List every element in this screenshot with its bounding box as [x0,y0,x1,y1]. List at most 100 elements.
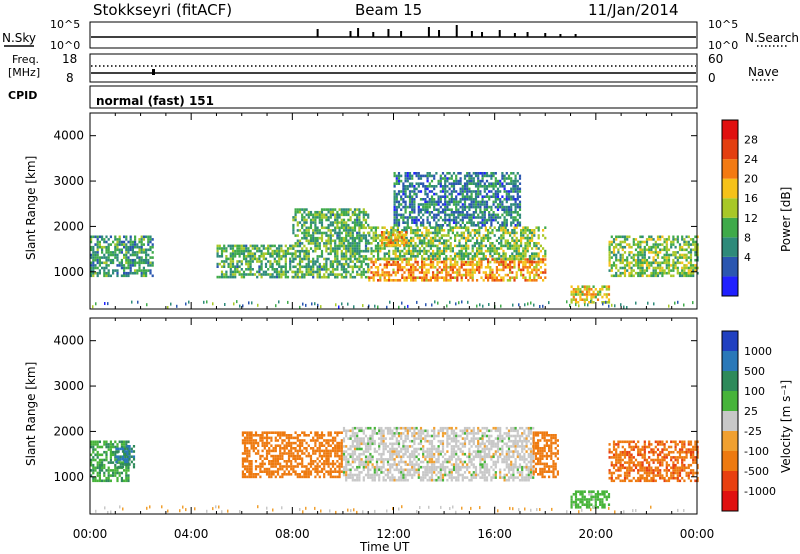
power-cell [501,203,504,206]
velocity-cell [243,436,247,440]
power-cell [477,224,480,227]
power-cell [336,244,339,248]
power-cell [374,260,377,264]
power-cell [482,234,485,237]
power-cell [362,210,365,214]
power-cell [482,271,485,274]
power-cell [314,247,317,250]
power-cell [424,187,427,191]
velocity-cell [369,442,372,446]
power-cell [410,273,413,277]
power-cell [314,231,317,235]
power-cell [400,236,403,239]
velocity-cell [109,469,112,472]
power-cell [149,264,152,267]
velocity-cell [358,429,361,433]
velocity-cell [336,470,339,473]
power-cell [503,190,506,193]
power-cell [216,247,219,250]
power-cell [645,243,649,246]
power-cell [428,203,431,206]
power-cell [469,231,472,235]
velocity-cell [342,471,346,474]
power-cell [487,266,490,269]
power-cell [623,274,627,278]
power-cell [522,252,525,255]
power-cell [342,236,346,240]
power-cell [592,293,595,296]
power-cell [512,218,515,222]
power-cell [356,270,359,274]
power-cell [500,263,503,266]
power-cell [444,200,447,204]
velocity-cell [128,450,131,453]
power-cell [498,236,501,240]
power-cell [621,266,624,270]
velocity-cell [243,465,247,468]
power-cell [478,249,481,253]
power-cell [533,255,536,258]
power-cell [335,303,337,307]
power-cell [342,210,346,214]
power-cell [478,252,481,255]
power-cell [469,271,472,274]
power-cell [656,243,660,246]
power-cell [485,200,489,204]
power-cell [96,240,99,244]
power-cell [289,257,292,261]
power-cell [374,236,377,240]
power-cell [513,276,516,279]
power-cell [630,269,633,272]
power-cell [524,229,527,232]
power-cell [417,182,420,185]
power-cell [98,243,101,246]
velocity-cell [342,426,346,430]
power-cell [494,218,497,222]
power-cell [501,172,504,175]
power-cell [292,275,295,279]
velocity-cell [272,431,275,434]
power-cell [632,238,635,241]
power-cell [692,271,695,275]
velocity-cell [94,476,97,480]
power-cell [364,257,368,261]
power-cell [608,240,611,244]
power-cell [502,231,505,235]
power-cell [474,216,478,219]
velocity-cell [327,439,330,442]
power-cell [298,252,302,256]
power-cell [466,195,469,198]
power-cell [531,279,534,282]
power-cell [440,242,443,245]
power-cell [626,256,629,259]
velocity-cell [316,473,319,476]
power-cell [443,249,446,253]
power-cell [301,226,304,230]
velocity-cell [309,465,313,468]
power-cell [484,257,487,261]
power-cell [514,205,517,209]
power-cell [455,190,458,193]
power-cell [608,269,611,272]
power-cell [307,260,310,263]
power-cell [617,258,620,262]
power-cell [577,288,580,291]
velocity-cell [257,434,260,437]
power-cell [407,268,410,272]
velocity-cell [375,458,379,461]
power-cell [670,245,673,249]
power-cell [648,256,651,259]
power-cell [377,247,380,250]
power-cell [227,262,230,266]
velocity-cell [309,447,313,450]
power-cell [678,261,682,265]
power-cell [451,266,454,269]
power-cell [90,245,93,249]
power-cell [459,213,462,217]
power-cell [441,185,445,188]
power-cell [349,208,352,211]
power-cell [483,203,486,206]
power-cell [448,224,451,227]
power-cell [676,266,679,270]
power-cell [422,213,425,217]
